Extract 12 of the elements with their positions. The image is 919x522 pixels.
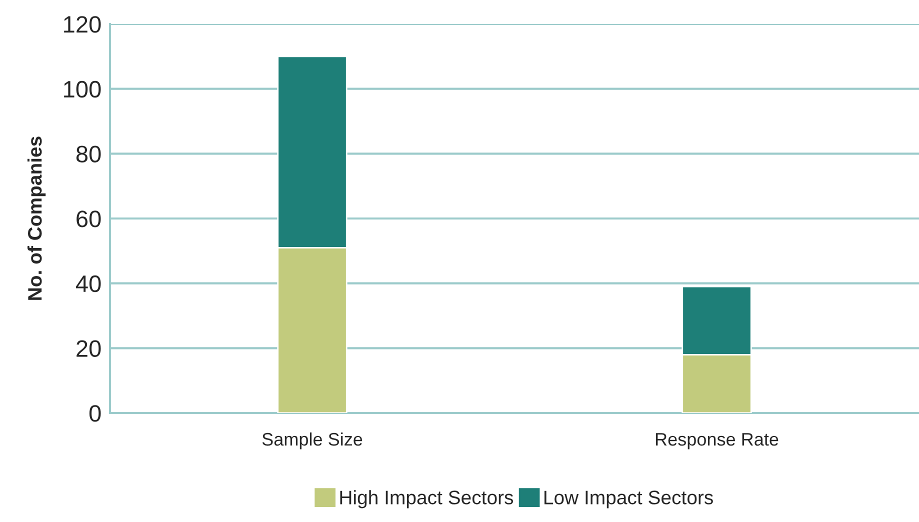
y-tick-label: 80 xyxy=(76,146,101,162)
y-tick-label: 100 xyxy=(64,80,101,98)
y-tick-label: 20 xyxy=(76,340,101,357)
y-axis-title: No. of Companies xyxy=(27,136,46,300)
x-tick-label: Sample Size xyxy=(262,432,362,450)
y-tick-label: 40 xyxy=(76,275,101,292)
legend-label: High Impact Sectors xyxy=(340,490,514,508)
legend-label: Low Impact Sectors xyxy=(544,490,713,508)
y-tick-label: 60 xyxy=(76,210,101,228)
y-tick-label: 0 xyxy=(89,405,101,422)
y-tick-label: 120 xyxy=(64,16,101,33)
x-tick-label: Response Rate xyxy=(656,433,778,450)
